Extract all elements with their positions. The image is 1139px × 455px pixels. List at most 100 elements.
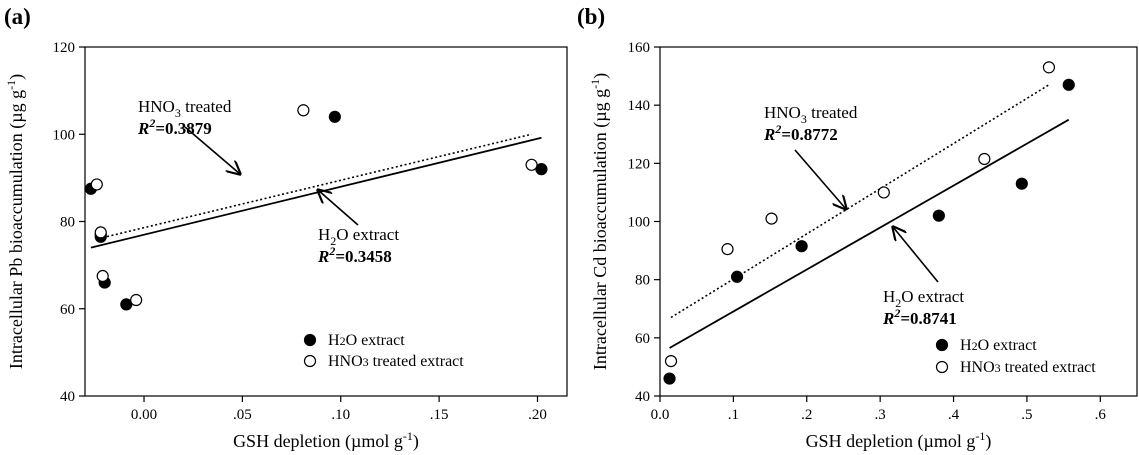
- y-tick-label: 60: [60, 302, 75, 318]
- x-tick-label: 0.0: [651, 407, 670, 423]
- legend-label-hno3: HNO3 treated extract: [960, 359, 1096, 376]
- legend-marker-hno3: [935, 360, 949, 374]
- annotation-hno3-name: HNO3 treated: [138, 97, 232, 120]
- data-point-h2o: [1062, 78, 1075, 91]
- data-point-hno3: [525, 158, 538, 171]
- annotation-r2-symbol: R: [882, 309, 894, 328]
- annotation-h2o-r2: R2=0.3458: [317, 244, 392, 266]
- data-point-hno3: [978, 152, 991, 166]
- x-tick-label: .20: [528, 407, 547, 423]
- legend-marker-h2o: [303, 333, 317, 347]
- panel-label: (a): [4, 4, 31, 29]
- x-axis-label-close: ): [985, 431, 991, 452]
- x-tick-label: .3: [875, 407, 886, 423]
- fit-line-h2o: [90, 136, 542, 249]
- data-point-hno3: [1042, 61, 1056, 74]
- x-axis-label: GSH depletion (µmol g-1): [806, 429, 992, 452]
- data-point-hno3: [130, 293, 143, 307]
- data-point-h2o: [535, 163, 548, 176]
- y-axis-label-close: ): [590, 73, 611, 79]
- fit-line-hno3: [670, 84, 1050, 319]
- y-tick-label: 80: [60, 215, 75, 231]
- annotation-h2o-name: H2O extract: [883, 287, 964, 310]
- annotation-name-text: O extract: [336, 225, 399, 244]
- y-tick-label: 40: [60, 389, 75, 405]
- y-tick-label: 60: [635, 331, 650, 347]
- legend-label-h2o: H2O extract: [328, 332, 405, 349]
- panel-label: (b): [577, 4, 605, 29]
- legend-label-h2o: H2O extract: [960, 337, 1037, 354]
- x-tick-label: 0.00: [131, 407, 157, 423]
- annotation-r2-value: =0.8772: [781, 125, 837, 144]
- annotation-r2-symbol: R: [317, 247, 329, 266]
- legend: H2O extract HNO3 treated extract: [935, 337, 1096, 376]
- x-tick-label: .4: [948, 407, 960, 423]
- y-axis-label-superscript: -1: [4, 80, 18, 90]
- legend-label-text: O extract: [346, 332, 406, 349]
- legend-label-subscript: 3: [363, 355, 369, 369]
- data-point-h2o: [932, 209, 945, 222]
- fit-line-hno3: [102, 133, 532, 239]
- data-point-hno3: [297, 104, 310, 117]
- legend-label-hno3: HNO3 treated extract: [328, 353, 464, 370]
- x-tick-label: .1: [728, 407, 739, 423]
- annotation-r2-superscript: 2: [328, 244, 335, 258]
- y-tick-label: 100: [53, 127, 76, 143]
- data-point-h2o: [795, 240, 808, 253]
- x-axis-label: GSH depletion (µmol g-1): [233, 429, 419, 452]
- annotation-name-text: HNO: [764, 103, 801, 122]
- data-point-hno3: [96, 269, 109, 283]
- x-tick-label: .5: [1021, 407, 1032, 423]
- legend-marker-hno3: [303, 354, 317, 368]
- y-axis-label: Intracellular Cd bioaccumulation (µg g-1…: [588, 73, 611, 370]
- legend-label-text: HNO: [328, 353, 363, 370]
- annotation-hno3-arrow: [184, 126, 240, 174]
- x-tick-label: .15: [430, 407, 449, 423]
- annotation-name-subscript: 3: [175, 106, 181, 120]
- fit-line-h2o: [669, 118, 1070, 349]
- legend-marker-h2o: [935, 338, 949, 352]
- annotation-r2-value: =0.3879: [155, 119, 211, 138]
- legend: H2O extract HNO3 treated extract: [303, 332, 464, 370]
- annotation-name-text: HNO: [138, 97, 175, 116]
- x-tick-label: .05: [233, 407, 252, 423]
- annotation-r2-value: =0.3458: [335, 247, 391, 266]
- data-point-hno3: [877, 186, 890, 199]
- annotation-name-text: H: [883, 287, 895, 306]
- annotation-name-subscript: 2: [895, 296, 901, 310]
- y-tick-label: 120: [628, 156, 651, 172]
- y-tick-label: 140: [628, 98, 651, 114]
- x-axis-label-text: GSH depletion (µmol g: [806, 431, 976, 452]
- annotation-r2-symbol: R: [763, 125, 775, 144]
- annotation-name-text: O extract: [901, 287, 964, 306]
- annotation-h2o-name: H2O extract: [318, 225, 399, 248]
- legend-label-text: HNO: [960, 359, 995, 376]
- data-point-h2o: [120, 298, 133, 311]
- y-tick-label: 120: [53, 40, 76, 56]
- x-axis-label-close: ): [413, 431, 419, 452]
- y-tick-label: 80: [635, 273, 650, 289]
- annotation-name-subscript: 3: [801, 112, 807, 126]
- y-tick-label: 100: [628, 215, 651, 231]
- annotation-name-text: treated: [807, 103, 858, 122]
- annotation-hno3-r2: R2=0.3879: [137, 116, 212, 138]
- y-axis-label-superscript: -1: [588, 79, 602, 89]
- legend-label-text: O extract: [978, 337, 1038, 354]
- y-axis-label-text: Intracellular Pb bioaccumulation (µg g: [6, 90, 27, 369]
- y-tick-label: 40: [635, 389, 650, 405]
- annotation-r2-symbol: R: [137, 119, 149, 138]
- annotation-r2-superscript: 2: [774, 122, 781, 136]
- y-axis-label-text: Intracellular Cd bioaccumulation (µg g: [590, 89, 611, 370]
- data-point-h2o: [730, 270, 744, 283]
- plot-frame: [659, 46, 1138, 397]
- x-tick-label: .2: [801, 407, 812, 423]
- data-point-h2o: [663, 372, 676, 385]
- annotation-h2o-r2: R2=0.8741: [882, 306, 957, 328]
- annotation-name-subscript: 2: [330, 234, 336, 248]
- legend-label-text: treated extract: [369, 353, 465, 370]
- annotation-hno3-name: HNO3 treated: [764, 103, 858, 126]
- legend-label-text: H: [960, 337, 972, 354]
- x-tick-label: .6: [1095, 407, 1107, 423]
- annotation-r2-superscript: 2: [893, 306, 900, 320]
